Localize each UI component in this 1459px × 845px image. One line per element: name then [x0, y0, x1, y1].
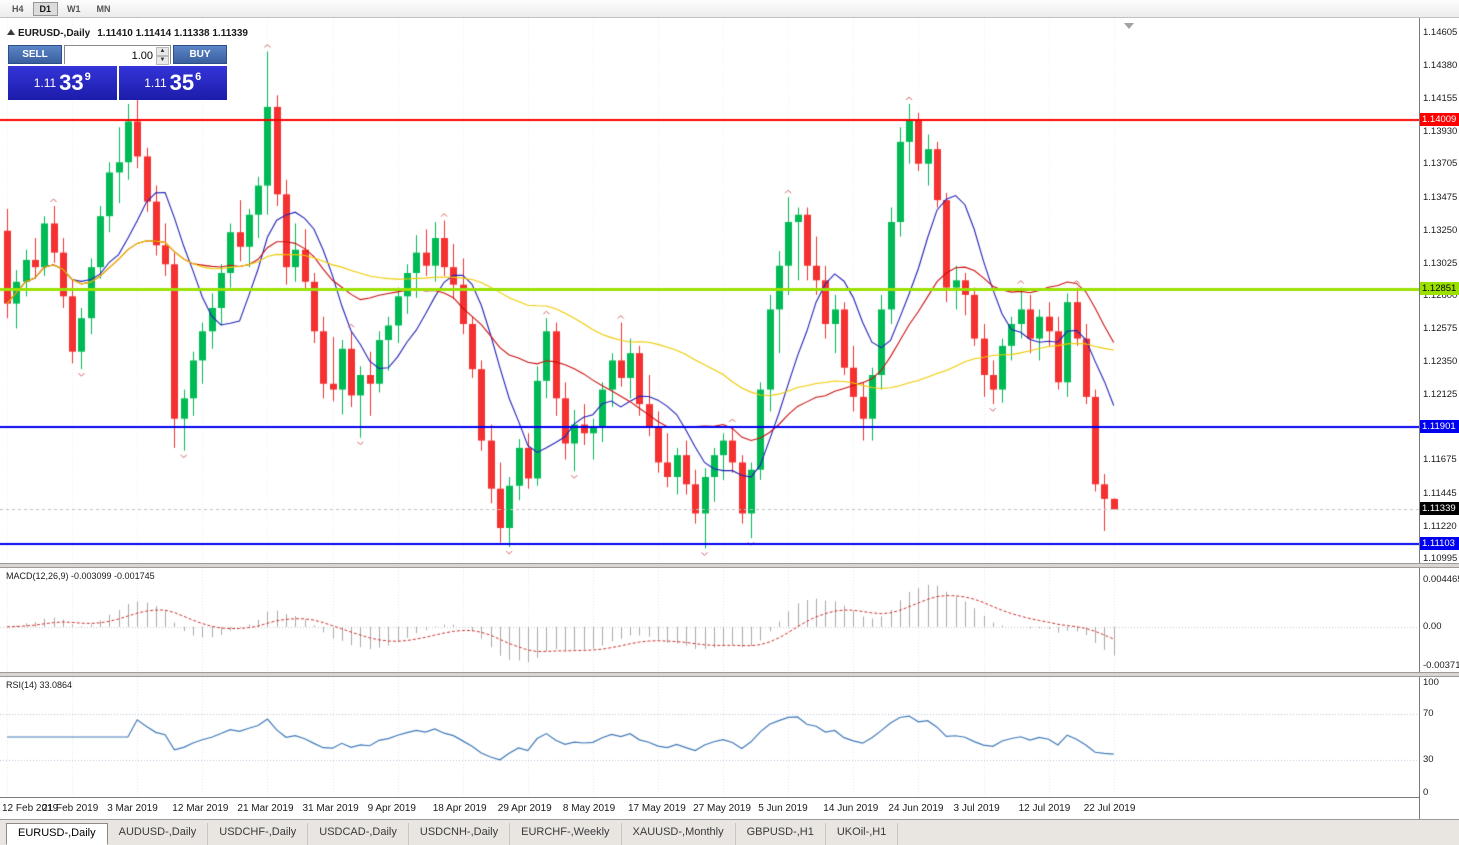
date-tick-label: 22 Jul 2019: [1083, 803, 1136, 814]
chart-tab-eurchf-weekly[interactable]: EURCHF-,Weekly: [510, 823, 622, 845]
price-tick-label: 1.14155: [1423, 92, 1458, 104]
date-tick-label: 12 Mar 2019: [172, 803, 229, 814]
date-tick-label: 12 Jul 2019: [1018, 803, 1071, 814]
chart-tab-gbpusd-h1[interactable]: GBPUSD-,H1: [736, 823, 826, 845]
date-axis[interactable]: 12 Feb 2019 21 Feb 2019 3 Mar 2019 12 Mar 2…: [0, 797, 1419, 819]
date-tick-label: 3 Jul 2019: [953, 803, 1000, 814]
price-tick-label: 1.12575: [1423, 323, 1458, 335]
chart-ohlc-values: 1.11410 1.11414 1.11338 1.11339: [97, 28, 248, 39]
buy-price-small: 1.11: [144, 76, 167, 90]
price-tick-label: 1.13475: [1423, 191, 1458, 203]
price-tick-label: 1.12125: [1423, 388, 1458, 400]
rsi-tick-label: 30: [1423, 753, 1434, 765]
chart-title: EURUSD-,Daily: [18, 28, 91, 39]
collapse-trade-panel-icon[interactable]: [7, 29, 15, 35]
date-tick-label: 27 May 2019: [693, 803, 751, 814]
price-tick-label: 1.10995: [1423, 553, 1458, 565]
price-tick-label: 1.13705: [1423, 158, 1458, 170]
price-tick-label: 1.14605: [1423, 27, 1458, 39]
price-tick-label: 1.11445: [1423, 487, 1457, 499]
macd-panel: MACD(12,26,9) -0.003099 -0.001745: [0, 568, 1419, 672]
date-tick-label: 3 Mar 2019: [107, 803, 158, 814]
date-tick-label: 9 Apr 2019: [367, 803, 416, 814]
rsi-panel: RSI(14) 33.0864: [0, 677, 1419, 797]
volume-field-wrap: ▲ ▼: [64, 45, 171, 65]
rsi-tick-label: 70: [1423, 708, 1434, 720]
price-tick-label: 1.11675: [1423, 454, 1457, 466]
one-click-trade-panel: SELL ▲ ▼ BUY 1.11 33 9 1.11: [8, 45, 227, 100]
rsi-tick-label: 0: [1423, 787, 1429, 798]
sell-price-big: 33: [59, 70, 84, 95]
buy-price-pip: 6: [195, 71, 202, 83]
chart-tab-audusd-daily[interactable]: AUDUSD-,Daily: [108, 823, 209, 845]
sell-price-display[interactable]: 1.11 33 9: [8, 66, 117, 100]
timeframe-toolbar: H4 D1 W1 MN: [0, 0, 1459, 18]
chart-tab-ukoil-h1[interactable]: UKOil-,H1: [826, 823, 899, 845]
hline-price-label: 1.11901: [1420, 420, 1459, 434]
date-tick-label: 12 Feb 2019: [2, 803, 59, 814]
sell-button[interactable]: SELL: [8, 45, 62, 64]
macd-canvas[interactable]: [0, 568, 1419, 672]
date-tick-label: 21 Feb 2019: [42, 803, 99, 814]
date-tick-label: 8 May 2019: [562, 803, 616, 814]
volume-input[interactable]: [65, 47, 170, 65]
rsi-tick-label: 100: [1423, 677, 1439, 688]
panel-divider[interactable]: [0, 672, 1459, 677]
timeframe-button-d1[interactable]: D1: [32, 1, 59, 16]
price-tick-label: 1.13930: [1423, 125, 1458, 137]
chart-region: EURUSD-,Daily 1.11410 1.11414 1.11338 1.1…: [0, 18, 1459, 845]
macd-indicator-label: MACD(12,26,9) -0.003099 -0.001745: [6, 571, 155, 581]
chart-tab-bar: EURUSD-,Daily AUDUSD-,Daily USDCHF-,Daily U…: [0, 819, 1459, 845]
rsi-canvas[interactable]: [0, 677, 1419, 797]
price-tick-label: 1.12350: [1423, 355, 1458, 367]
macd-tick-label: 0.004465: [1423, 573, 1459, 585]
main-chart-canvas[interactable]: [0, 18, 1419, 563]
price-tick-label: 1.14380: [1423, 60, 1458, 72]
buy-button[interactable]: BUY: [173, 45, 227, 64]
price-tick-label: 1.13250: [1423, 224, 1458, 236]
timeframe-button-h4[interactable]: H4: [12, 3, 24, 14]
date-tick-label: 17 May 2019: [628, 803, 686, 814]
current-price-label: 1.11339: [1420, 502, 1459, 516]
timeframe-button-mn[interactable]: MN: [96, 3, 111, 14]
macd-tick-label: -0.00371: [1423, 659, 1459, 671]
volume-spinner: ▲ ▼: [156, 47, 169, 65]
chart-tab-usdchf-daily[interactable]: USDCHF-,Daily: [208, 823, 309, 845]
rsi-indicator-label: RSI(14) 33.0864: [6, 680, 73, 690]
hline-price-label: 1.14009: [1420, 113, 1459, 127]
price-tick-label: 1.13025: [1423, 257, 1458, 269]
date-tick-label: 21 Mar 2019: [237, 803, 294, 814]
volume-up-icon[interactable]: ▲: [156, 47, 169, 56]
sell-price-pip: 9: [84, 71, 91, 83]
buy-price-display[interactable]: 1.11 35 6: [118, 66, 227, 100]
buy-price-big: 35: [169, 70, 195, 95]
price-tick-label: 1.12800: [1423, 290, 1458, 302]
main-chart-panel: EURUSD-,Daily 1.11410 1.11414 1.11338 1.1…: [0, 18, 1419, 563]
chart-tab-eurusd-daily[interactable]: EURUSD-,Daily: [6, 823, 108, 845]
hline-price-label: 1.11103: [1420, 536, 1459, 550]
panel-divider[interactable]: [0, 563, 1459, 568]
date-tick-label: 18 Apr 2019: [432, 803, 487, 814]
chart-tab-usdcad-daily[interactable]: USDCAD-,Daily: [308, 823, 409, 845]
timeframe-button-w1[interactable]: W1: [67, 3, 81, 14]
date-tick-label: 31 Mar 2019: [302, 803, 359, 814]
chart-ohlc-info: EURUSD-,Daily 1.11410 1.11414 1.11338 1.1…: [18, 28, 248, 39]
date-tick-label: 14 Jun 2019: [823, 803, 879, 814]
chart-shift-marker[interactable]: [1124, 23, 1134, 29]
price-axis[interactable]: 1.14605 1.14380 1.14155 1.13930 1.13705 1.134…: [1419, 18, 1459, 819]
date-tick-label: 5 Jun 2019: [758, 803, 808, 814]
price-tick-label: 1.11220: [1423, 520, 1457, 532]
sell-price-small: 1.11: [33, 76, 57, 90]
date-tick-label: 29 Apr 2019: [497, 803, 552, 814]
chart-tab-usdcnh-daily[interactable]: USDCNH-,Daily: [409, 823, 511, 845]
volume-down-icon[interactable]: ▼: [156, 56, 169, 65]
macd-tick-label: 0.00: [1423, 620, 1442, 632]
hline-price-label: 1.12851: [1420, 281, 1459, 295]
date-tick-label: 24 Jun 2019: [888, 803, 944, 814]
chart-tab-xauusd-monthly[interactable]: XAUUSD-,Monthly: [622, 823, 736, 845]
